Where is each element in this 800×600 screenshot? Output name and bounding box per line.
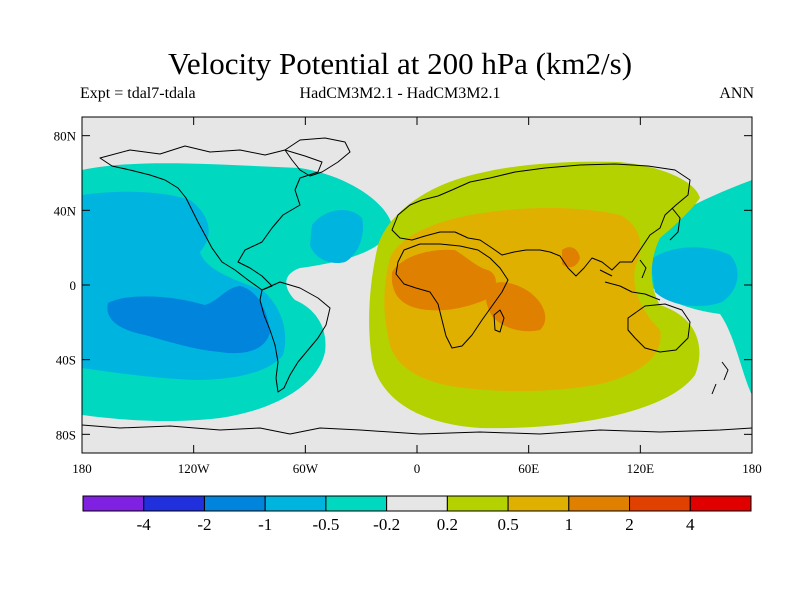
colorbar-swatch xyxy=(82,495,145,512)
lon-tick-label: 60W xyxy=(293,461,319,476)
period-label: ANN xyxy=(719,85,754,102)
map-panel xyxy=(82,117,752,453)
coastlines xyxy=(82,137,752,435)
lon-tick-label: 120W xyxy=(178,461,211,476)
colorbar-label: 0.2 xyxy=(437,515,458,534)
colorbar-swatch xyxy=(386,495,448,512)
south-america-coastline xyxy=(259,281,331,393)
colorbar-swatch xyxy=(203,495,266,512)
lat-tick-label: 40S xyxy=(56,353,76,368)
lon-tick-label: 120E xyxy=(627,461,655,476)
africa-core xyxy=(391,249,496,311)
colorbar-label: -4 xyxy=(137,515,152,534)
colorbar-swatch xyxy=(568,495,631,512)
models-label: HadCM3M2.1 - HadCM3M2.1 xyxy=(299,85,501,102)
colorbar-swatch xyxy=(507,495,570,512)
colorbar-swatch xyxy=(689,495,752,512)
map-title: Velocity Potential at 200 hPa (km2/s) xyxy=(167,46,633,81)
colorbar-label: 2 xyxy=(625,515,634,534)
india-core xyxy=(562,247,580,268)
maritime-islands-coastline xyxy=(599,259,661,301)
experiment-label: Expt = tdal7-tdala xyxy=(80,85,196,102)
west-pacific-blue-core xyxy=(650,247,738,307)
new-zealand-coastline xyxy=(711,361,729,395)
colorbar-label: -2 xyxy=(197,515,211,534)
colorbar-swatch xyxy=(264,495,327,512)
australia-coastline xyxy=(627,303,691,353)
lat-tick-label: 40N xyxy=(54,203,77,218)
colorbar-swatch xyxy=(325,495,388,512)
lat-tick-label: 80S xyxy=(56,427,76,442)
lat-tick-label: 0 xyxy=(70,278,77,293)
colorbar-label: -1 xyxy=(258,515,272,534)
africa-coastline xyxy=(395,243,509,349)
colorbar-label: 0.5 xyxy=(497,515,518,534)
colorbar-label: 4 xyxy=(686,515,695,534)
colorbar: -4 -2 -1 -0.5 -0.2 0.2 0.5 1 2 4 xyxy=(82,495,752,534)
japan-coastline xyxy=(669,207,681,241)
colorbar-label: -0.2 xyxy=(373,515,400,534)
colorbar-label: -0.5 xyxy=(312,515,339,534)
colorbar-swatch xyxy=(446,495,509,512)
colorbar-swatch xyxy=(143,495,205,512)
lon-tick-label: 180 xyxy=(742,461,762,476)
madagascar-coastline xyxy=(493,309,505,333)
pacific-deep-blue-core xyxy=(107,286,270,354)
map-axes: 80N 40N 0 40S 80S 180 120W 60W 0 60E 120E 180 xyxy=(54,117,762,476)
lon-tick-label: 180 xyxy=(72,461,92,476)
lon-tick-label: 60E xyxy=(518,461,539,476)
europe-asia-coastline xyxy=(391,163,691,277)
lat-tick-label: 80N xyxy=(54,129,77,144)
north-america-coastline xyxy=(99,145,323,291)
colorbar-label: 1 xyxy=(565,515,574,534)
lon-tick-label: 0 xyxy=(414,461,421,476)
colorbar-swatch xyxy=(629,495,691,512)
greenland-coastline xyxy=(284,137,351,177)
antarctica-coastline xyxy=(82,424,752,435)
atlantic-blue-core xyxy=(310,209,364,264)
